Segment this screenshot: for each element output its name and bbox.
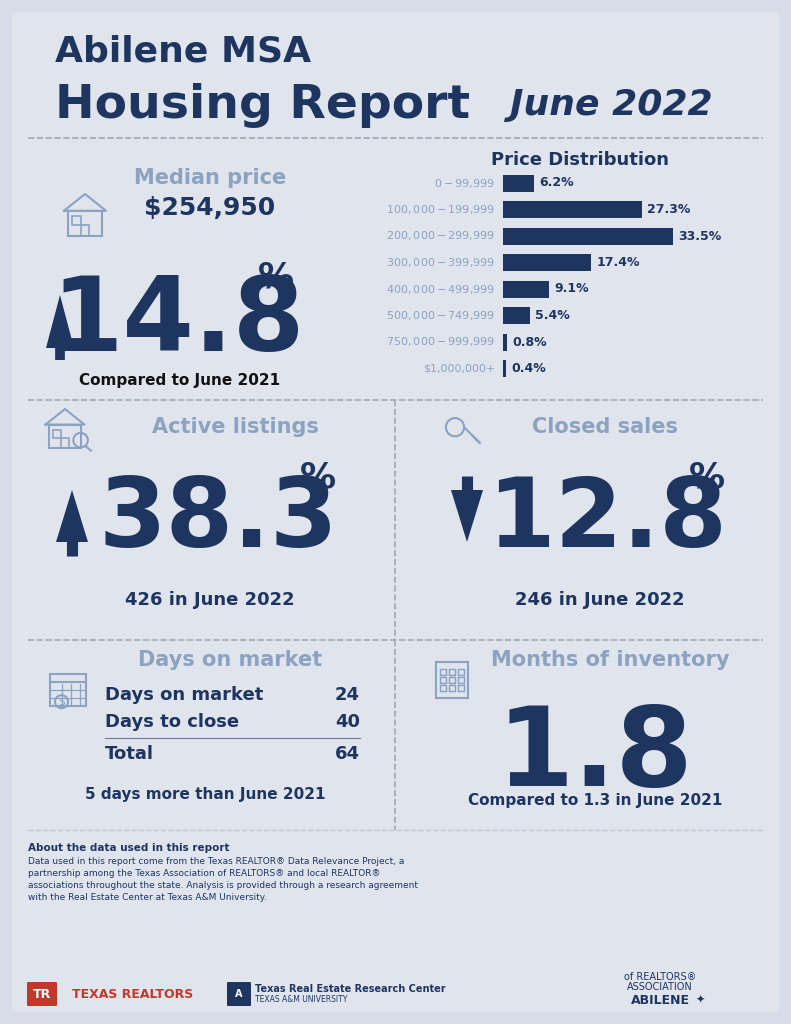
Text: Active listings: Active listings — [152, 417, 319, 437]
Text: $750,000 - $999,999: $750,000 - $999,999 — [386, 336, 495, 348]
Text: TEXAS A&M UNIVERSITY: TEXAS A&M UNIVERSITY — [255, 994, 347, 1004]
Text: associations throughout the state. Analysis is provided through a research agree: associations throughout the state. Analy… — [28, 882, 418, 891]
Text: 426 in June 2022: 426 in June 2022 — [125, 591, 295, 609]
Text: Price Distribution: Price Distribution — [491, 151, 669, 169]
Text: Closed sales: Closed sales — [532, 417, 678, 437]
Text: partnership among the Texas Association of REALTORS® and local REALTOR®: partnership among the Texas Association … — [28, 869, 380, 879]
Bar — [53, 430, 61, 437]
Bar — [50, 675, 86, 706]
Polygon shape — [451, 490, 483, 542]
Bar — [503, 201, 642, 218]
Text: 14.8: 14.8 — [51, 271, 305, 373]
Text: Days on market: Days on market — [105, 686, 263, 705]
Text: Housing Report: Housing Report — [55, 83, 470, 128]
Text: Median price: Median price — [134, 168, 286, 188]
Polygon shape — [56, 490, 88, 542]
Text: %: % — [258, 261, 294, 295]
FancyBboxPatch shape — [27, 982, 57, 1006]
FancyBboxPatch shape — [227, 982, 251, 1006]
Text: $1,000,000+: $1,000,000+ — [422, 364, 495, 374]
Bar — [503, 174, 535, 191]
Text: Months of inventory: Months of inventory — [490, 650, 729, 670]
Text: Days on market: Days on market — [138, 650, 322, 670]
Bar — [61, 437, 69, 449]
Bar — [503, 281, 549, 298]
Text: 0.4%: 0.4% — [511, 362, 546, 375]
Bar — [458, 685, 464, 691]
Bar — [81, 225, 89, 236]
Text: Total: Total — [105, 745, 154, 763]
FancyBboxPatch shape — [12, 12, 779, 1012]
Text: 64: 64 — [335, 745, 360, 763]
Text: TEXAS REALTORS: TEXAS REALTORS — [72, 987, 193, 1000]
Text: A: A — [235, 989, 243, 999]
Text: 12.8: 12.8 — [487, 473, 727, 566]
Bar — [503, 307, 531, 324]
Bar — [503, 254, 592, 271]
Bar — [503, 360, 506, 377]
Text: 5.4%: 5.4% — [536, 309, 570, 322]
Text: 9.1%: 9.1% — [554, 283, 589, 296]
Text: $0 - $99,999: $0 - $99,999 — [434, 176, 495, 189]
Text: Data used in this report come from the Texas REALTOR® Data Relevance Project, a: Data used in this report come from the T… — [28, 857, 404, 866]
Bar — [458, 677, 464, 683]
Text: with the Real Estate Center at Texas A&M University.: with the Real Estate Center at Texas A&M… — [28, 894, 267, 902]
Text: 17.4%: 17.4% — [596, 256, 640, 269]
Text: 5 days more than June 2021: 5 days more than June 2021 — [85, 787, 325, 803]
Text: %: % — [300, 460, 336, 494]
Bar — [440, 669, 446, 675]
Text: 0.8%: 0.8% — [512, 336, 547, 348]
Text: 1.8: 1.8 — [497, 701, 694, 809]
Text: $300,000 - $399,999: $300,000 - $399,999 — [386, 256, 495, 269]
Text: 38.3: 38.3 — [98, 473, 338, 566]
Text: ASSOCIATION: ASSOCIATION — [627, 982, 693, 992]
Text: $: $ — [58, 696, 65, 707]
Text: 33.5%: 33.5% — [678, 229, 721, 243]
Text: 24: 24 — [335, 686, 360, 705]
Text: ✦: ✦ — [695, 995, 705, 1005]
Text: Abilene MSA: Abilene MSA — [55, 35, 311, 69]
Text: $400,000 - $499,999: $400,000 - $499,999 — [386, 283, 495, 296]
Bar — [503, 227, 673, 245]
Bar — [458, 669, 464, 675]
Text: ABILENE: ABILENE — [630, 993, 690, 1007]
Text: Compared to 1.3 in June 2021: Compared to 1.3 in June 2021 — [467, 793, 722, 808]
Text: 27.3%: 27.3% — [646, 203, 690, 216]
Bar — [448, 685, 455, 691]
Bar — [73, 216, 81, 225]
Text: TR: TR — [33, 987, 51, 1000]
Text: Texas Real Estate Research Center: Texas Real Estate Research Center — [255, 984, 445, 994]
Bar — [437, 662, 467, 698]
Text: 6.2%: 6.2% — [539, 176, 574, 189]
Text: $200,000 - $299,999: $200,000 - $299,999 — [386, 229, 495, 243]
Bar — [68, 211, 102, 236]
Text: 246 in June 2022: 246 in June 2022 — [515, 591, 685, 609]
Text: of REALTORS®: of REALTORS® — [624, 972, 696, 982]
Bar — [448, 669, 455, 675]
Text: About the data used in this report: About the data used in this report — [28, 843, 229, 853]
Text: Compared to June 2021: Compared to June 2021 — [79, 373, 281, 387]
Polygon shape — [46, 295, 74, 348]
Text: %: % — [689, 460, 725, 494]
Bar — [440, 677, 446, 683]
Bar — [448, 677, 455, 683]
Text: $254,950: $254,950 — [145, 196, 275, 220]
Text: $500,000 - $749,999: $500,000 - $749,999 — [386, 309, 495, 322]
Text: $100,000 - $199,999: $100,000 - $199,999 — [386, 203, 495, 216]
Text: Days to close: Days to close — [105, 713, 239, 731]
Bar — [503, 334, 507, 350]
Bar — [440, 685, 446, 691]
Text: June 2022: June 2022 — [510, 88, 713, 122]
Text: 40: 40 — [335, 713, 360, 731]
Bar — [49, 425, 81, 449]
